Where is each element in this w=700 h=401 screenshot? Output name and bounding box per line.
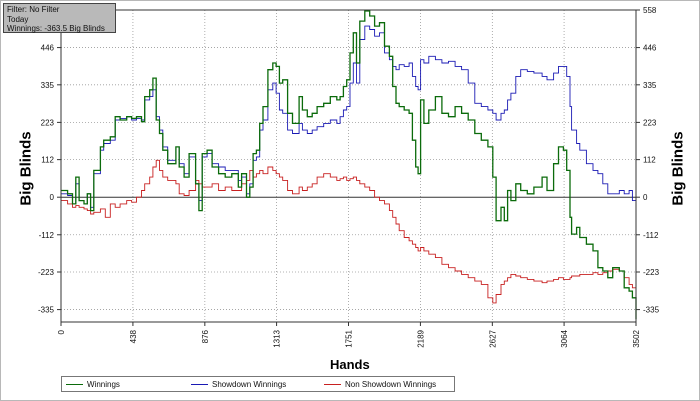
y-tick-label-right: 558 bbox=[643, 6, 657, 15]
legend-swatch-non-showdown bbox=[324, 383, 341, 385]
y-tick-label-left: -112 bbox=[39, 231, 55, 240]
y-tick-label-right: 223 bbox=[643, 118, 657, 127]
x-tick-label: 876 bbox=[201, 329, 210, 343]
legend: Winnings Showdown Winnings Non Showdown … bbox=[61, 376, 455, 392]
y-tick-label-right: -223 bbox=[643, 268, 660, 277]
y-tick-label-left: 112 bbox=[41, 156, 54, 165]
x-axis-label: Hands bbox=[330, 357, 370, 372]
legend-label-showdown: Showdown Winnings bbox=[212, 379, 287, 389]
series-line-winnings bbox=[61, 10, 637, 320]
x-tick-label: 3064 bbox=[560, 329, 569, 347]
period-text: Today bbox=[7, 14, 29, 24]
axis-layer: 55855844644633533522322311211200-112-112… bbox=[38, 6, 660, 348]
y-tick-label-left: 0 bbox=[50, 193, 55, 202]
filter-info-box: Filter: No Filter Today Winnings: -363.5… bbox=[3, 3, 116, 33]
series-layer bbox=[61, 10, 637, 320]
grid-layer bbox=[61, 9, 636, 322]
y-tick-label-right: 112 bbox=[643, 156, 656, 165]
legend-label-non-showdown: Non Showdown Winnings bbox=[345, 379, 437, 389]
y-tick-label-right: 0 bbox=[643, 193, 648, 202]
winnings-text: Winnings: -363.5 Big Blinds bbox=[7, 24, 105, 33]
x-tick-label: 1313 bbox=[273, 329, 282, 347]
y-tick-label-right: -112 bbox=[643, 231, 659, 240]
y-tick-label-left: -335 bbox=[38, 306, 55, 315]
series-line-non-showdown-winnings bbox=[61, 159, 637, 304]
y-axis-label-left: Big Blinds bbox=[17, 131, 35, 206]
x-tick-label: 1751 bbox=[345, 329, 354, 347]
legend-swatch-winnings bbox=[66, 383, 83, 385]
legend-item-winnings: Winnings bbox=[66, 379, 120, 389]
y-tick-label-right: -335 bbox=[643, 306, 660, 315]
y-tick-label-left: 335 bbox=[41, 81, 55, 90]
x-tick-label: 3502 bbox=[632, 329, 641, 347]
legend-item-non-showdown: Non Showdown Winnings bbox=[324, 379, 436, 389]
legend-label-winnings: Winnings bbox=[87, 379, 120, 389]
x-tick-label: 438 bbox=[129, 329, 138, 343]
y-tick-label-left: -223 bbox=[38, 268, 55, 277]
x-tick-label: 2189 bbox=[416, 329, 425, 347]
y-axis-label-right: Big Blinds bbox=[669, 131, 687, 206]
y-tick-label-left: 223 bbox=[41, 118, 55, 127]
y-tick-label-left: 446 bbox=[41, 44, 55, 53]
filter-text: Filter: No Filter bbox=[7, 5, 60, 14]
x-tick-label: 0 bbox=[57, 329, 66, 334]
legend-swatch-showdown bbox=[191, 383, 208, 385]
legend-item-showdown: Showdown Winnings bbox=[191, 379, 286, 389]
y-tick-label-right: 446 bbox=[643, 44, 657, 53]
x-tick-label: 2627 bbox=[488, 329, 497, 347]
series-line-showdown-winnings bbox=[61, 25, 637, 228]
y-tick-label-right: 335 bbox=[643, 81, 657, 90]
